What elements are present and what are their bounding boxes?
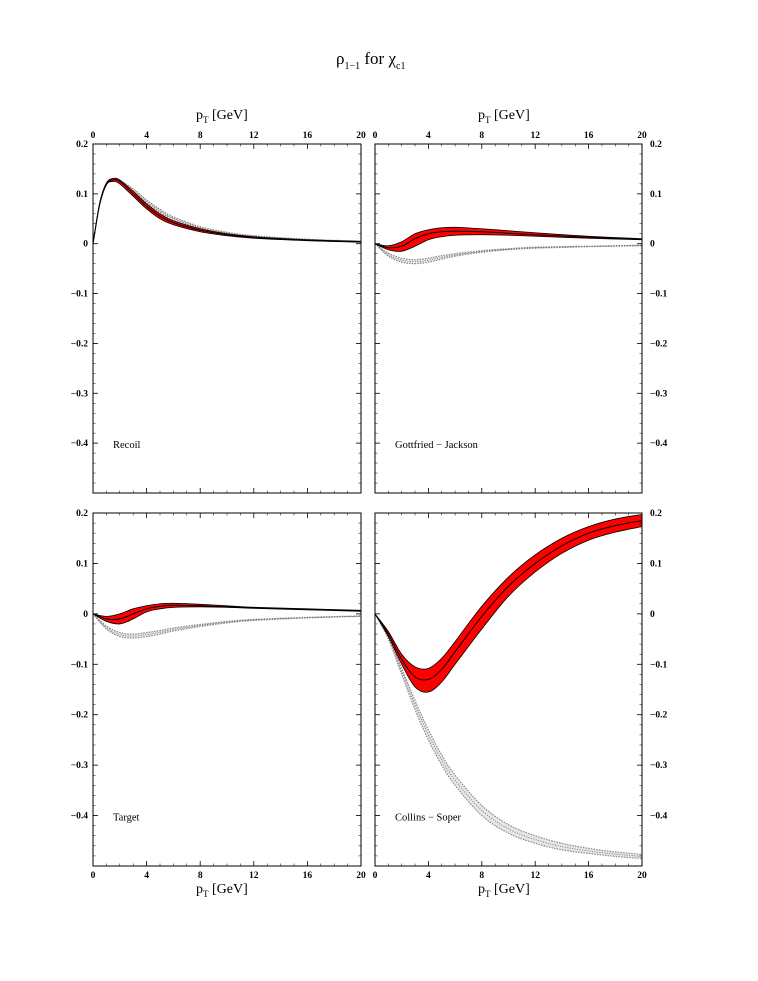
title-for-chi: for χ (360, 49, 396, 68)
x-tick-label: 4 (426, 131, 431, 141)
panel-label: Target (113, 813, 140, 824)
title-rho: ρ (336, 49, 344, 68)
uncertainty-band (93, 177, 361, 244)
title-chi-sub: c1 (396, 61, 405, 72)
plot-area-recoil (93, 177, 361, 244)
reference-band-center (375, 243, 642, 263)
y-tick-label: 0 (650, 610, 655, 620)
y-tick-label: −0.4 (71, 439, 89, 449)
x-tick-label: 8 (198, 131, 203, 141)
x-tick-label: 4 (426, 871, 431, 881)
y-tick-label: −0.3 (650, 389, 668, 399)
y-tick-label: −0.4 (650, 812, 668, 822)
x-axis-title-bottom-right: pT [GeV] (478, 882, 530, 899)
x-tick-label: 20 (637, 131, 647, 141)
panel-collins-soper: 0.2 0.1 0 −0.1 −0.2 −0.3 −0.4 0 4 8 12 16 20 Collins … (373, 509, 668, 881)
reference-band-fill (375, 613, 642, 859)
y-tick-label: −0.3 (71, 389, 89, 399)
x-tick-label: 12 (249, 131, 259, 141)
y-tick-label: −0.1 (71, 660, 89, 670)
central-curve (375, 230, 642, 249)
panel-label: Collins − Soper (395, 813, 462, 824)
x-tick-label: 16 (584, 131, 594, 141)
reference-band-upper (375, 613, 642, 855)
x-tick-label: 0 (373, 131, 378, 141)
y-tick-label: −0.1 (71, 290, 89, 300)
y-tick-label: −0.3 (650, 761, 668, 771)
x-axis-title-bottom-left: pT [GeV] (196, 882, 248, 899)
central-curve (93, 604, 361, 621)
x-tick-label: 20 (356, 131, 366, 141)
x-tick-label: 20 (356, 871, 366, 881)
x-tick-label: 0 (91, 871, 96, 881)
x-tick-label: 4 (144, 871, 149, 881)
y-tick-label: 0.1 (76, 190, 88, 200)
uncertainty-band (93, 602, 361, 625)
reference-band-lower (375, 243, 642, 265)
x-tick-label: 20 (637, 871, 647, 881)
x-axis-title-top-right: pT [GeV] (478, 108, 530, 125)
panel-target: 0.2 0.1 0 −0.1 −0.2 −0.3 −0.4 0 4 8 12 16 20 Target (71, 509, 366, 881)
x-tick-label: 4 (144, 131, 149, 141)
x-tick-label: 12 (530, 871, 540, 881)
y-tick-label: −0.3 (71, 761, 89, 771)
x-axis-title-top-left: pT [GeV] (196, 108, 248, 125)
y-tick-label: 0 (650, 240, 655, 250)
plot-area-collins-soper (375, 514, 642, 860)
reference-band-center (93, 613, 361, 637)
y-tick-label: −0.2 (650, 711, 668, 721)
panel-label: Gottfried − Jackson (395, 440, 479, 451)
y-tick-label: 0 (83, 610, 88, 620)
plot-area-gottfried-jackson (375, 226, 642, 265)
reference-band-lower (375, 613, 642, 860)
x-tick-label: 16 (584, 871, 594, 881)
y-tick-label: −0.1 (650, 290, 668, 300)
panel-gottfried-jackson: 0.2 0.1 0 −0.1 −0.2 −0.3 −0.4 0 4 8 12 16 20 Gottfrie… (373, 131, 668, 494)
x-tick-label: 8 (198, 871, 203, 881)
y-tick-label: −0.2 (71, 711, 89, 721)
y-tick-label: −0.4 (650, 439, 668, 449)
x-tick-label: 0 (373, 871, 378, 881)
plot-area-target (93, 602, 361, 639)
x-tick-label: 12 (530, 131, 540, 141)
panel-recoil: 0.2 0.1 0 −0.1 −0.2 −0.3 −0.4 0 4 8 12 16 20 Recoil (71, 131, 366, 494)
reference-band-fill (93, 613, 361, 639)
x-tick-label: 8 (479, 871, 484, 881)
y-tick-label: 0 (83, 240, 88, 250)
y-tick-label: 0.1 (650, 190, 662, 200)
y-tick-label: −0.1 (650, 660, 668, 670)
y-tick-label: 0.2 (76, 509, 88, 519)
reference-band-upper (375, 243, 642, 261)
y-tick-label: −0.4 (71, 812, 89, 822)
central-curve (375, 520, 642, 681)
x-tick-label: 0 (91, 131, 96, 141)
x-tick-label: 16 (303, 871, 313, 881)
central-curve (93, 179, 361, 244)
reference-band-upper (93, 613, 361, 635)
x-tick-label: 8 (479, 131, 484, 141)
y-tick-label: 0.2 (76, 140, 88, 150)
reference-band-fill (375, 243, 642, 264)
y-tick-label: 0.2 (650, 509, 662, 519)
panels: 0.20.10−0.1−0.2−0.3−0.40 4 8 12 16 20Recoil0.… (71, 131, 668, 881)
y-tick-label: 0.1 (650, 559, 662, 569)
y-tick-label: −0.2 (71, 339, 89, 349)
x-tick-label: 12 (249, 871, 259, 881)
y-tick-label: 0.1 (76, 559, 88, 569)
x-tick-label: 16 (303, 131, 313, 141)
y-tick-label: −0.2 (650, 339, 668, 349)
uncertainty-band (375, 514, 642, 693)
title-rho-sub: 1−1 (344, 61, 360, 72)
figure-title: ρ1−1 for χc1 (336, 49, 405, 72)
panel-label: Recoil (113, 440, 140, 451)
reference-band-lower (93, 613, 361, 639)
y-tick-label: 0.2 (650, 140, 662, 150)
uncertainty-band (375, 226, 642, 252)
